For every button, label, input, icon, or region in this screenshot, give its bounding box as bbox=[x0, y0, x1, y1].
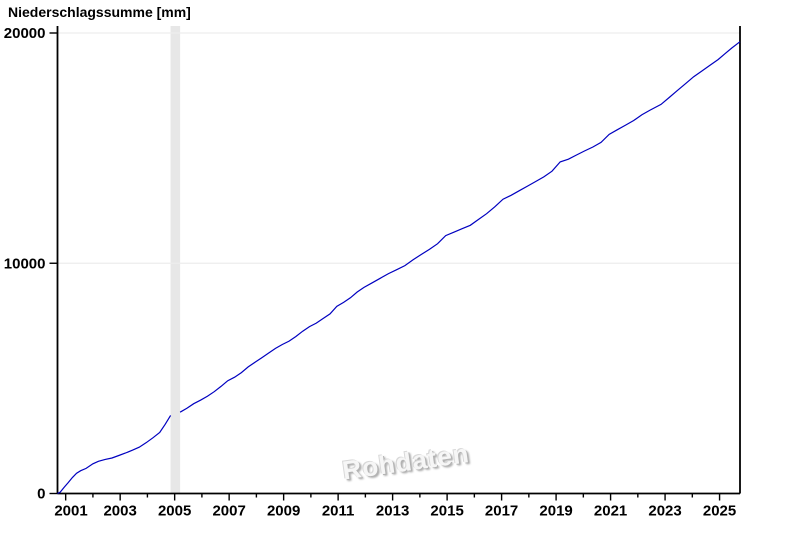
x-tick-label: 2017 bbox=[485, 503, 518, 520]
y-tick-label: 20000 bbox=[4, 25, 46, 42]
x-tick-label: 2007 bbox=[212, 503, 245, 520]
x-tick-label: 2005 bbox=[158, 503, 191, 520]
x-tick-label: 2023 bbox=[648, 503, 681, 520]
y-tick-label: 0 bbox=[37, 486, 45, 503]
x-tick-label: 2021 bbox=[594, 503, 627, 520]
y-tick-label: 10000 bbox=[4, 255, 46, 272]
x-tick-label: 2015 bbox=[430, 503, 463, 520]
x-tick-label: 2013 bbox=[376, 503, 409, 520]
chart-title: Niederschlagssumme [mm] bbox=[8, 4, 191, 20]
data-gap-band bbox=[170, 26, 181, 494]
series-line bbox=[179, 41, 741, 413]
x-tick-label: 2001 bbox=[54, 503, 87, 520]
x-tick-label: 2003 bbox=[103, 503, 136, 520]
x-tick-label: 2025 bbox=[703, 503, 736, 520]
x-tick-label: 2011 bbox=[322, 503, 355, 520]
x-tick-label: 2009 bbox=[267, 503, 300, 520]
x-tick-label: 2019 bbox=[539, 503, 572, 520]
series-line bbox=[57, 415, 172, 495]
